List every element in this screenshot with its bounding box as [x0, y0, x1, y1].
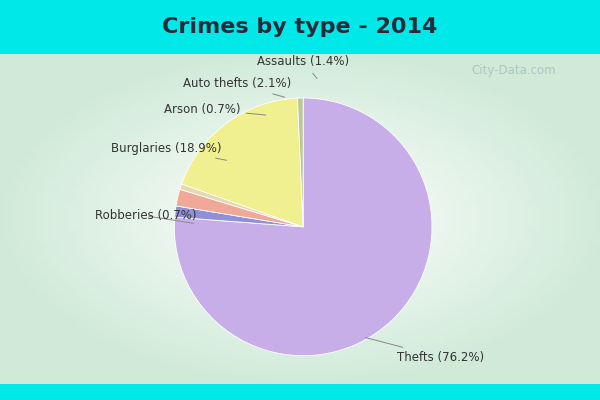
Wedge shape: [182, 98, 303, 227]
Text: Burglaries (18.9%): Burglaries (18.9%): [111, 142, 227, 160]
Wedge shape: [180, 184, 303, 227]
Text: Thefts (76.2%): Thefts (76.2%): [365, 338, 485, 364]
Text: Arson (0.7%): Arson (0.7%): [164, 102, 266, 116]
Wedge shape: [175, 206, 303, 227]
Text: Crimes by type - 2014: Crimes by type - 2014: [163, 17, 437, 37]
Text: Auto thefts (2.1%): Auto thefts (2.1%): [183, 77, 291, 97]
Wedge shape: [298, 98, 303, 227]
Text: Robberies (0.7%): Robberies (0.7%): [95, 209, 197, 223]
Wedge shape: [176, 189, 303, 227]
Text: Assaults (1.4%): Assaults (1.4%): [257, 55, 349, 78]
Text: City-Data.com: City-Data.com: [472, 64, 556, 77]
Wedge shape: [174, 98, 432, 356]
